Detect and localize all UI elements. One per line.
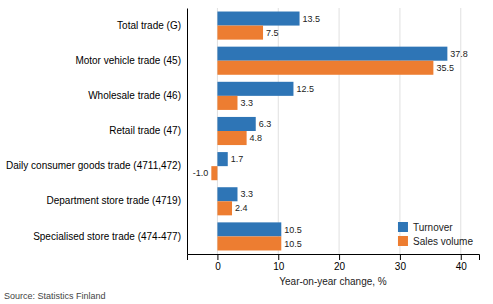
y-tick-label: Wholesale trade (46) [88, 90, 181, 101]
y-tick: Wholesale trade (46) [88, 90, 187, 101]
x-tick: 10 [273, 254, 285, 272]
y-tick: Daily consumer goods trade (4711,472) [6, 160, 187, 171]
y-tick-label: Retail trade (47) [109, 125, 181, 136]
data-label: 10.5 [284, 225, 302, 235]
y-axis: Total trade (G) Motor vehicle trade (45) W… [6, 9, 187, 255]
chart: 13.5 37.8 12.5 6.3 1.7 3.3 10.5 7.5 35.5 3.3 4.8 -1… [0, 0, 493, 304]
legend-swatch [398, 222, 408, 232]
legend: Turnover Sales volume [398, 222, 473, 247]
bar [217, 152, 227, 166]
x-tick-mark [461, 254, 462, 260]
data-label: 2.4 [235, 203, 248, 213]
bar [217, 187, 237, 201]
x-tick: 20 [334, 254, 346, 272]
data-label: 4.8 [250, 133, 263, 143]
x-tick-label: 0 [215, 261, 221, 272]
x-axis-line [188, 255, 480, 261]
legend-label: Turnover [413, 222, 453, 233]
data-label: -1.0 [193, 168, 209, 178]
bar [217, 222, 281, 236]
y-tick-label: Motor vehicle trade (45) [75, 55, 181, 66]
x-tick-mark [217, 254, 218, 260]
x-tick: 40 [456, 254, 468, 272]
x-tick-label: 30 [395, 261, 407, 272]
bar [217, 12, 299, 26]
bar [217, 61, 433, 75]
x-tick-label: 40 [456, 261, 468, 272]
data-label: 7.5 [266, 28, 279, 38]
data-label: 3.3 [240, 189, 253, 199]
bar [217, 96, 237, 110]
y-tick-label: Specialised store trade (474-477) [33, 231, 181, 242]
y-tick: Total trade (G) [117, 20, 187, 31]
grid-line [460, 8, 461, 254]
x-axis-title: Year-on-year change, % [279, 276, 387, 287]
bar [211, 166, 217, 180]
x-axis: 0 10 20 30 40 [188, 254, 480, 272]
bar [217, 26, 263, 40]
bar [217, 201, 232, 215]
x-tick: 30 [395, 254, 407, 272]
bar [217, 131, 246, 145]
x-tick-label: 20 [334, 261, 346, 272]
y-tick-label: Daily consumer goods trade (4711,472) [6, 160, 181, 171]
legend-label: Sales volume [413, 236, 473, 247]
y-axis-line [187, 9, 188, 255]
y-tick-label: Department store trade (4719) [46, 195, 181, 206]
x-tick-label: 10 [273, 261, 285, 272]
legend-swatch [398, 236, 408, 246]
y-tick: Motor vehicle trade (45) [75, 55, 187, 66]
data-label: 1.7 [231, 154, 244, 164]
data-label: 3.3 [240, 98, 253, 108]
bar [217, 236, 281, 250]
data-labels: 13.5 37.8 12.5 6.3 1.7 3.3 10.5 7.5 35.5 3.3 4.8 -1… [193, 14, 468, 249]
bar [217, 82, 293, 96]
y-tick: Specialised store trade (474-477) [33, 231, 187, 242]
x-tick: 0 [215, 254, 221, 272]
data-label: 35.5 [436, 63, 454, 73]
grid-line [339, 8, 340, 254]
grid-line [278, 8, 279, 254]
x-tick-mark [400, 254, 401, 260]
y-tick: Retail trade (47) [109, 125, 187, 136]
legend-item: Sales volume [398, 236, 473, 247]
y-tick: Department store trade (4719) [46, 195, 187, 206]
data-label: 6.3 [259, 119, 272, 129]
x-tick-mark [278, 254, 279, 260]
bars [211, 12, 447, 251]
bar [217, 47, 447, 61]
annotation: Source: Statistics Finland [4, 291, 106, 301]
grid [217, 8, 460, 254]
bar [217, 117, 255, 131]
legend-item: Turnover [398, 222, 453, 233]
data-label: 12.5 [296, 84, 314, 94]
data-label: 37.8 [450, 49, 468, 59]
grid-line [399, 8, 400, 254]
data-label: 10.5 [284, 239, 302, 249]
x-tick-mark [339, 254, 340, 260]
data-label: 13.5 [303, 14, 321, 24]
y-tick-label: Total trade (G) [117, 20, 181, 31]
